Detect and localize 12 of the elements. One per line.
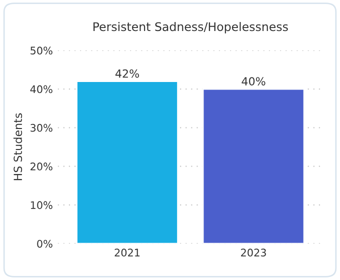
y-tick-label: 40% [30,85,52,94]
y-tick-label: 30% [30,124,52,132]
x-tick-label: 2021 [114,248,140,257]
y-tick-label: 50% [30,46,52,55]
data-label: 42% [115,69,139,78]
y-axis-title: HS Students [13,113,22,180]
y-tick-label: 20% [30,162,52,170]
chart-title: Persistent Sadness/Hopelessness [93,22,288,34]
y-tick-label: 10% [30,201,52,210]
y-tick-label: 0% [37,240,52,248]
x-tick-label: 2023 [241,248,266,257]
data-label: 40% [242,77,266,86]
